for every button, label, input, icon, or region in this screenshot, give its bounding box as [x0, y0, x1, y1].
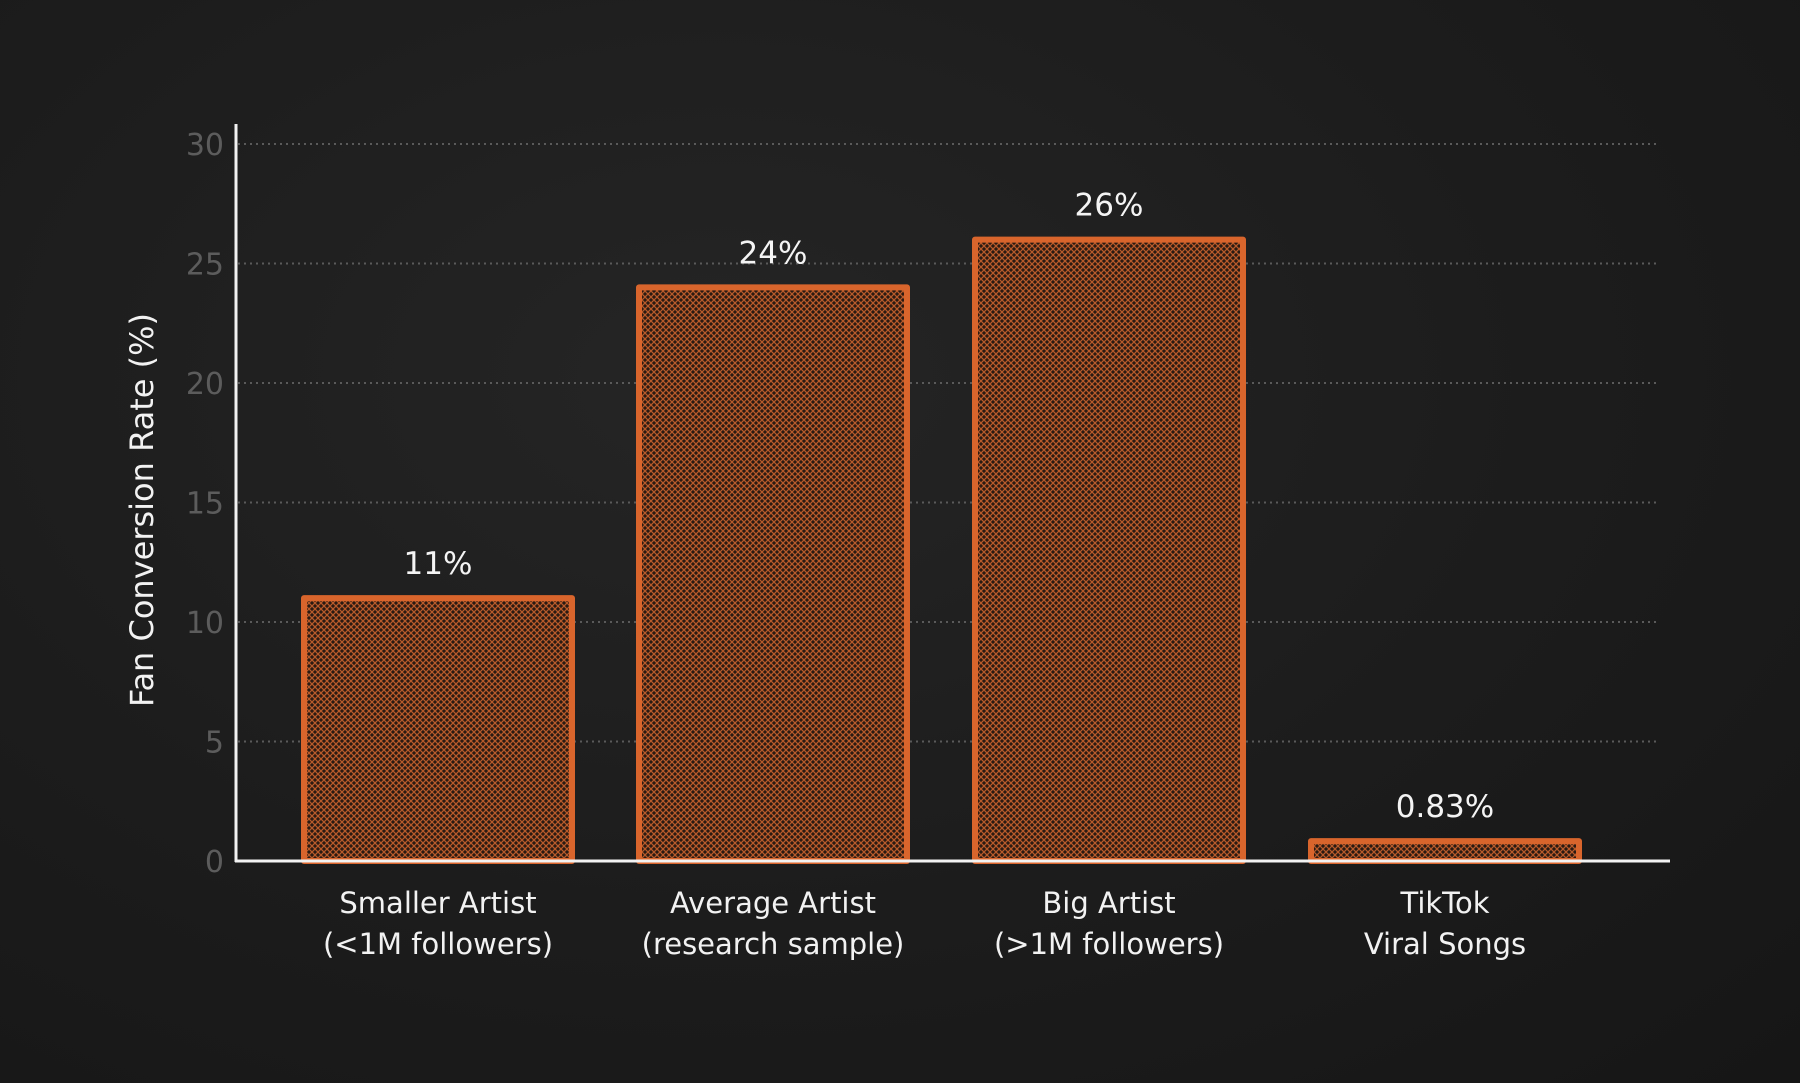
- y-tick-label: 25: [186, 248, 224, 283]
- y-axis-title: Fan Conversion Rate (%): [123, 313, 161, 707]
- bar-3: [972, 236, 1246, 865]
- x-category-label: TikTok: [1400, 886, 1490, 920]
- bar-value-label: 11%: [404, 546, 473, 582]
- y-tick-label: 30: [186, 128, 224, 163]
- bar-value-label: 24%: [739, 235, 808, 271]
- y-tick-label: 20: [186, 367, 224, 402]
- y-tick-label: 10: [186, 606, 224, 641]
- x-category-label: (research sample): [642, 927, 905, 961]
- y-tick-label: 0: [205, 845, 224, 880]
- bar-4: [1308, 838, 1582, 865]
- y-tick-label: 15: [186, 487, 224, 522]
- x-category-label: (>1M followers): [994, 927, 1224, 961]
- y-tick-label: 5: [205, 726, 224, 761]
- bar-1: [301, 595, 575, 864]
- bar-value-label: 26%: [1075, 188, 1144, 224]
- bar-value-label: 0.83%: [1396, 789, 1494, 825]
- x-category-label: Average Artist: [670, 886, 876, 920]
- bar-2: [636, 284, 910, 864]
- x-category-label: (<1M followers): [323, 927, 553, 961]
- x-category-label: Smaller Artist: [339, 886, 536, 920]
- x-category-label: Big Artist: [1042, 886, 1175, 920]
- x-category-label: Viral Songs: [1364, 927, 1526, 961]
